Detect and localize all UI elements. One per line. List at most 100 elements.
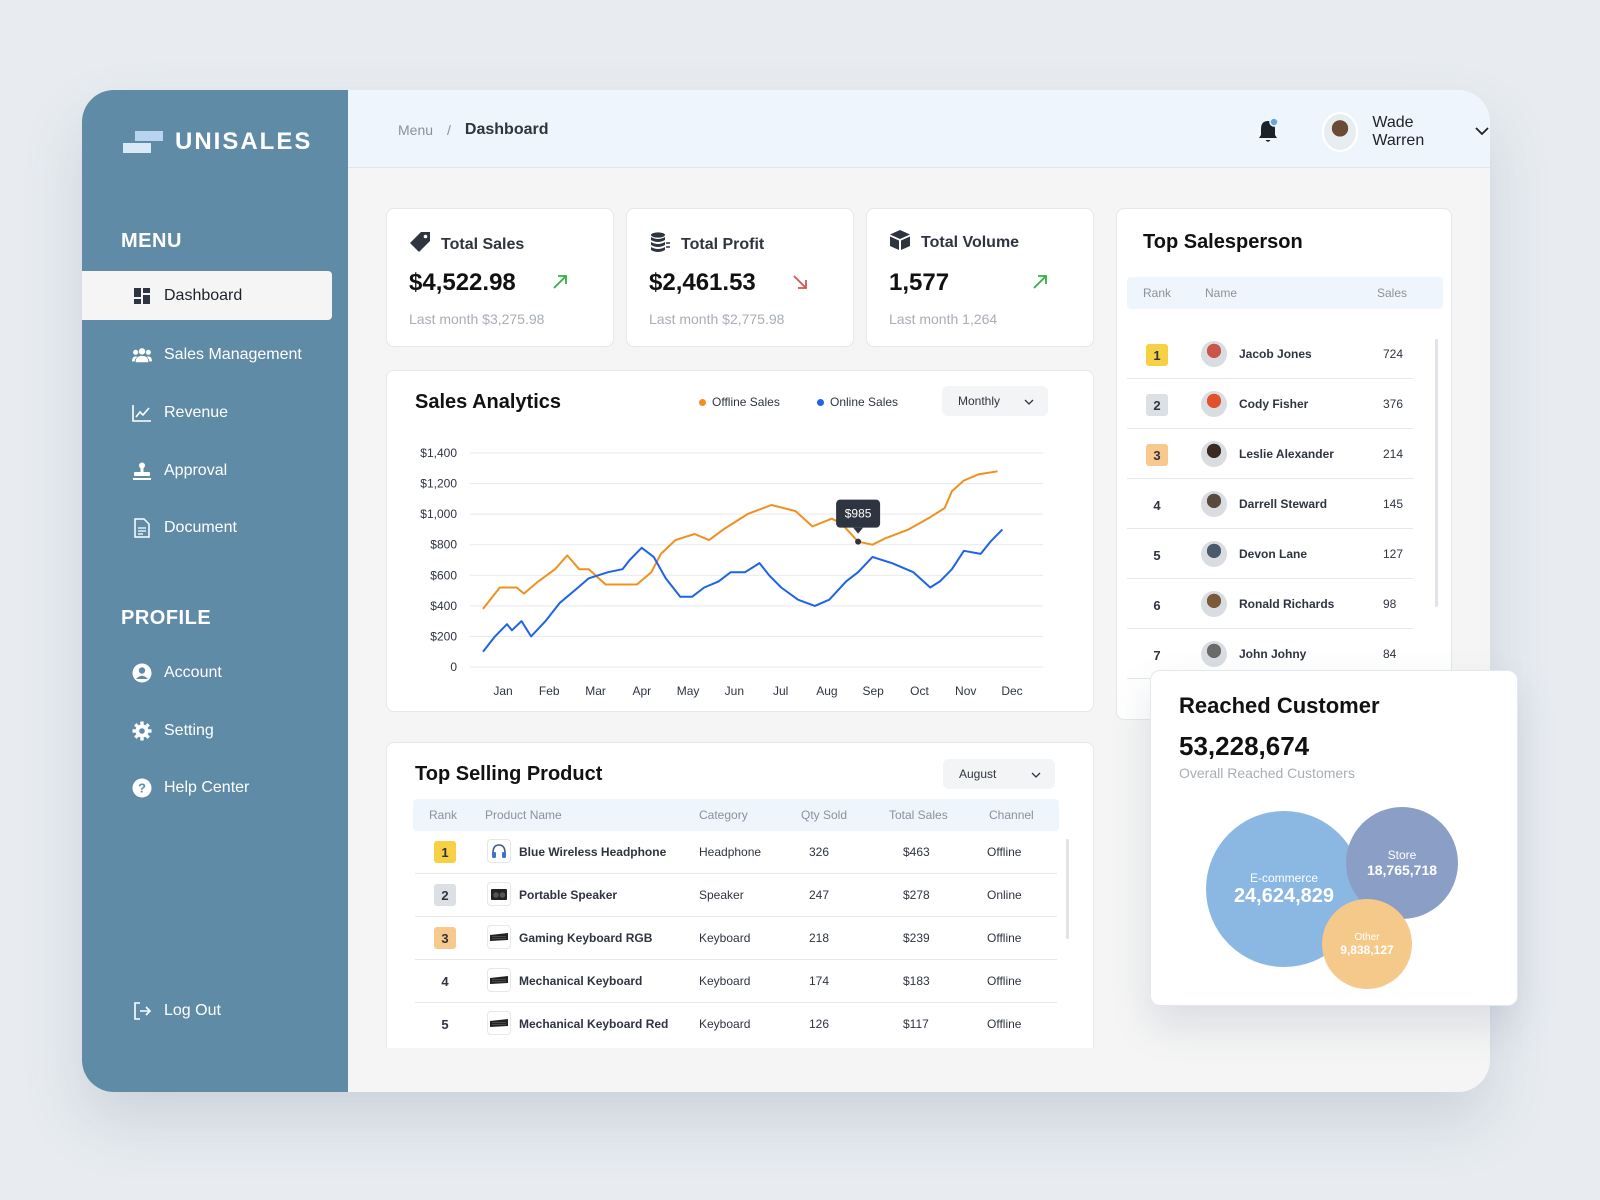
line-chart-icon [132, 403, 152, 423]
channel-cell: Offline [987, 931, 1022, 945]
rank-badge: 3 [434, 927, 456, 949]
avatar [1201, 541, 1227, 567]
stamp-icon [132, 461, 152, 481]
y-tick-label: $1,000 [420, 507, 457, 521]
bubble-label: E-commerce [1249, 870, 1318, 885]
sidebar-item-setting[interactable]: Setting [82, 706, 332, 755]
table-row[interactable]: 4 Mechanical Keyboard Keyboard 174 $183 Offli… [415, 960, 1057, 1003]
rank-badge: 7 [1153, 647, 1161, 663]
table-row[interactable]: 3 Gaming Keyboard RGB Keyboard 218 $239 Offli… [415, 917, 1057, 960]
bubble-other[interactable]: Other 9,838,127 [1322, 899, 1412, 989]
sidebar-item-account[interactable]: Account [82, 648, 332, 697]
channel-cell: Offline [987, 1017, 1022, 1031]
table-row[interactable]: 1 Blue Wireless Headphone Headphone 326 $463… [415, 831, 1057, 874]
column-header: Sales [1377, 286, 1408, 300]
total-sales-cell: $183 [903, 974, 930, 988]
product-table-header: Rank Product Name Category Qty Sold Tota… [413, 799, 1059, 831]
chevron-down-icon [1031, 767, 1041, 781]
bubble-value: 9,838,127 [1340, 942, 1394, 957]
grid-icon [132, 286, 152, 306]
sidebar-item-label: Approval [164, 461, 228, 479]
salesperson-row[interactable]: 1 Jacob Jones 724 [1127, 329, 1413, 379]
sidebar-item-document[interactable]: Document [82, 503, 332, 552]
offline-sales-line[interactable] [482, 470, 998, 610]
column-header: Category [699, 808, 748, 822]
stat-title: Total Sales [409, 231, 524, 258]
product-name: Portable Speaker [519, 888, 618, 902]
category-cell: Headphone [699, 845, 762, 859]
sidebar-item-revenue[interactable]: Revenue [82, 388, 332, 437]
reached-subtitle: Overall Reached Customers [1179, 765, 1355, 781]
rank-badge: 1 [1146, 344, 1168, 366]
bubble-value: 24,624,829 [1233, 884, 1335, 907]
rank-badge: 2 [434, 884, 456, 906]
salesperson-row[interactable]: 5 Devon Lane 127 [1127, 529, 1413, 579]
column-header: Channel [989, 808, 1034, 822]
top-selling-product-card: Top Selling Product August Rank Product … [386, 742, 1094, 1048]
legend-dot [699, 398, 706, 406]
stat-last-month: Last month 1,264 [889, 311, 998, 327]
logout-icon [132, 1001, 152, 1021]
salesperson-row[interactable]: 6 Ronald Richards 98 [1127, 579, 1413, 629]
stat-card-total-profit: Total Profit $2,461.53 Last month $2,775… [626, 208, 854, 347]
table-row[interactable]: 2 Portable Speaker Speaker 247 $278 Online [415, 874, 1057, 917]
avatar [1201, 491, 1227, 517]
stat-card-total-sales: Total Sales $4,522.98 Last month $3,275.… [386, 208, 614, 347]
salesperson-sales: 724 [1383, 347, 1404, 361]
category-cell: Keyboard [699, 974, 751, 988]
sidebar-item-sales-management[interactable]: Sales Management [82, 330, 332, 379]
sidebar-item-help-center[interactable]: ? Help Center [82, 763, 332, 812]
salesperson-scrollbar[interactable] [1435, 339, 1438, 607]
salesperson-name: Leslie Alexander [1239, 447, 1334, 461]
salesperson-row[interactable]: 3 Leslie Alexander 214 [1127, 429, 1413, 479]
product-scrollbar[interactable] [1066, 839, 1069, 939]
user-menu[interactable]: Wade Warren [1322, 112, 1490, 152]
rank-badge: 6 [1153, 597, 1161, 613]
salesperson-table-header: Rank Name Sales [1127, 277, 1443, 309]
sidebar-item-dashboard[interactable]: Dashboard [82, 271, 332, 320]
tooltip-marker[interactable] [855, 538, 862, 545]
stat-title: Total Profit [649, 231, 764, 258]
breadcrumb-current: Dashboard [464, 121, 549, 138]
x-tick-label: Dec [1001, 684, 1022, 698]
breadcrumb: Menu / Dashboard [398, 121, 549, 139]
speaker-icon [487, 882, 511, 906]
avatar [1201, 441, 1227, 467]
period-select[interactable]: Monthly [942, 386, 1048, 416]
stat-title: Total Volume [889, 229, 1019, 256]
coins-icon [649, 231, 671, 258]
column-header: Rank [1143, 286, 1172, 300]
qty-cell: 247 [809, 888, 830, 902]
x-tick-label: Jul [773, 684, 788, 698]
x-tick-label: Oct [910, 684, 929, 698]
salesperson-sales: 376 [1383, 397, 1404, 411]
reached-customer-card: Reached Customer 53,228,674 Overall Reac… [1150, 670, 1518, 1006]
keyboard-icon [487, 968, 511, 992]
rank-badge: 3 [1146, 444, 1168, 466]
breadcrumb-root[interactable]: Menu [398, 122, 434, 138]
sidebar-item-label: Document [164, 518, 237, 536]
salesperson-row[interactable]: 4 Darrell Steward 145 [1127, 479, 1413, 529]
channel-cell: Offline [987, 974, 1022, 988]
chevron-down-icon [1474, 123, 1490, 141]
salesperson-sales: 214 [1383, 447, 1404, 461]
logo[interactable]: UNISALES [123, 128, 312, 156]
stat-last-month: Last month $2,775.98 [649, 311, 785, 327]
stat-last-month: Last month $3,275.98 [409, 311, 545, 327]
category-cell: Keyboard [699, 931, 751, 945]
box-icon [889, 229, 911, 256]
month-select[interactable]: August [943, 759, 1055, 789]
stat-value: 1,577 [889, 269, 950, 296]
online-sales-line[interactable] [482, 528, 1004, 653]
notification-bell-icon[interactable] [1256, 117, 1279, 142]
table-row[interactable]: 5 Mechanical Keyboard Red Keyboard 126 $117 O… [415, 1003, 1057, 1046]
salesperson-name: Jacob Jones [1239, 347, 1312, 361]
sidebar-item-approval[interactable]: Approval [82, 446, 332, 495]
top-salesperson-card: Top Salesperson Rank Name Sales 1 Jacob J… [1116, 208, 1452, 720]
salesperson-name: Devon Lane [1239, 547, 1308, 561]
stat-value: $4,522.98 [409, 269, 516, 296]
salesperson-row[interactable]: 2 Cody Fisher 376 [1127, 379, 1413, 429]
avatar [1201, 641, 1227, 667]
logout-button[interactable]: Log Out [82, 986, 332, 1035]
rank-badge: 4 [441, 973, 449, 989]
